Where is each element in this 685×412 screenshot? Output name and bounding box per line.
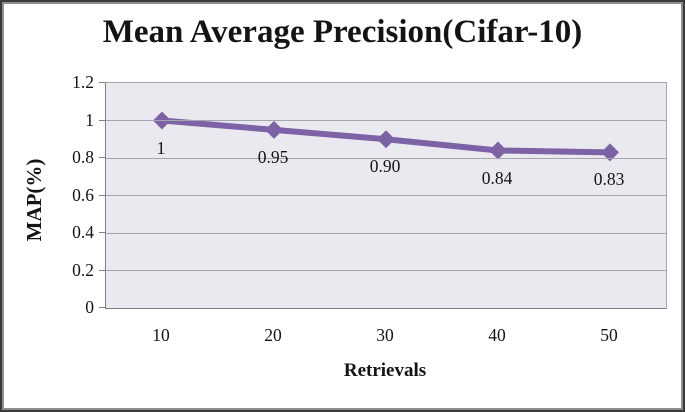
y-tick-label: 0.2 <box>72 259 94 280</box>
x-tick-label: 40 <box>488 325 506 345</box>
data-label: 0.95 <box>257 146 289 167</box>
y-tick-label: 0.8 <box>72 147 94 167</box>
y-gridline <box>106 195 666 196</box>
y-gridline <box>106 157 666 159</box>
y-tick-mark <box>99 194 105 196</box>
diamond-marker <box>377 130 395 149</box>
x-tick-label: 20 <box>264 325 282 345</box>
chart-title: Mean Average Precision(Cifar-10) <box>102 14 583 50</box>
y-axis-title: MAP(%) <box>22 158 46 242</box>
data-label: 1 <box>156 137 166 158</box>
diamond-marker <box>601 143 619 162</box>
y-tick-label: 1 <box>85 109 94 130</box>
y-tick-mark <box>99 119 105 121</box>
y-tick-mark <box>99 307 105 308</box>
x-tick-label: 10 <box>152 325 170 345</box>
plot-area <box>105 82 667 309</box>
y-tick-label: 0.4 <box>72 222 94 242</box>
data-label: 0.84 <box>481 167 513 188</box>
y-tick-mark <box>99 269 105 271</box>
x-tick-label: 30 <box>376 325 394 345</box>
y-tick-label: 0.6 <box>72 184 94 205</box>
data-label: 0.83 <box>593 169 625 190</box>
y-gridline <box>106 120 666 121</box>
y-tick-mark <box>99 232 105 233</box>
y-tick-label: 1.2 <box>72 72 94 92</box>
y-tick-mark <box>99 157 105 158</box>
y-gridline <box>106 270 666 271</box>
x-axis-title: Retrievals <box>343 360 427 381</box>
diamond-marker <box>489 141 507 160</box>
x-tick-label: 50 <box>600 325 618 345</box>
y-gridline <box>106 232 666 234</box>
diamond-marker <box>265 120 283 139</box>
y-tick-label: 0 <box>85 297 94 317</box>
data-label: 0.90 <box>369 156 401 177</box>
y-tick-mark <box>99 82 105 83</box>
